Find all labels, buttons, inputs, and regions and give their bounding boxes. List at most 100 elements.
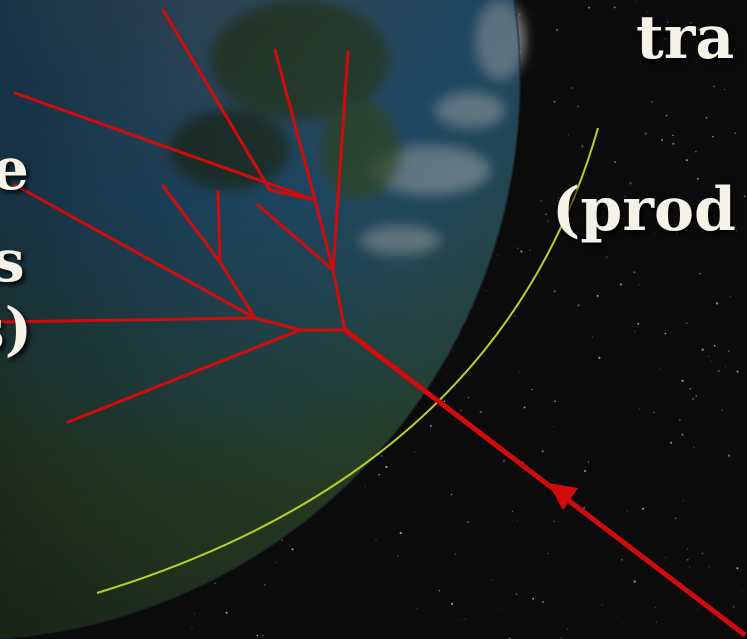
star [701,348,704,351]
star [624,195,626,197]
primary-particle-track [343,328,747,637]
star [518,372,520,374]
star [664,332,667,335]
star [291,548,294,551]
star [715,302,719,305]
star [416,607,418,609]
star [541,600,544,604]
star [633,330,636,333]
star [531,388,533,391]
star [692,397,695,400]
star [741,590,743,592]
star [634,1,636,3]
star [613,6,616,9]
star [734,132,736,134]
star [438,589,441,592]
star [638,284,640,286]
star [686,558,689,561]
star [693,446,695,449]
star [639,408,641,410]
atmosphere-boundary-line [96,127,599,594]
star [654,128,655,130]
star [380,454,383,457]
star [450,493,453,496]
star [717,370,720,373]
star [467,396,470,399]
left-label-line-1: e [0,135,29,203]
star [695,394,698,397]
star [568,134,569,136]
star [729,296,731,297]
star [440,415,441,417]
star [264,584,266,586]
star [262,634,264,637]
star [629,182,632,185]
star [695,151,697,153]
star [485,290,487,292]
star [498,608,499,609]
star [515,593,518,596]
star [281,539,283,541]
left-label-line-2: s [0,227,25,295]
star [679,54,682,56]
star [641,507,645,511]
star [465,374,467,376]
star [697,608,699,610]
star [664,38,666,40]
star [516,519,518,522]
star [698,28,701,31]
star [703,213,705,216]
star [705,116,708,119]
star [385,465,388,469]
star [552,426,554,428]
star [556,28,559,31]
right-label-line-1: tra [636,3,735,73]
star [688,566,691,568]
star [394,446,396,447]
star [443,400,446,403]
star [554,400,556,403]
star [651,101,653,103]
star [598,356,601,360]
star [460,620,462,622]
star [587,461,590,463]
star [520,250,523,253]
star [674,517,677,519]
star [557,213,558,214]
star [713,344,716,347]
star [564,581,566,582]
star [540,200,542,202]
star [596,294,599,297]
star [687,548,689,550]
star [653,411,655,414]
star [639,29,641,31]
star [429,424,432,427]
star [523,406,526,409]
star [191,628,193,629]
star [464,618,466,620]
star [665,556,667,558]
star [467,521,470,523]
star [454,553,456,555]
star [655,606,657,609]
star [214,582,217,585]
star [701,552,704,555]
star [735,229,737,232]
star [581,145,584,148]
star [728,350,730,352]
star [685,322,688,325]
star [225,611,228,614]
star [690,22,692,24]
right-label-line-2: (prod [552,175,736,245]
star [541,450,544,453]
star [681,433,684,436]
direction-arrow-icon [548,483,578,510]
star [614,161,617,164]
star [665,114,668,117]
particle-shower-branches [0,8,350,424]
star [496,254,498,256]
star [517,247,519,249]
star [708,355,709,357]
star [706,230,709,233]
star [644,132,647,135]
